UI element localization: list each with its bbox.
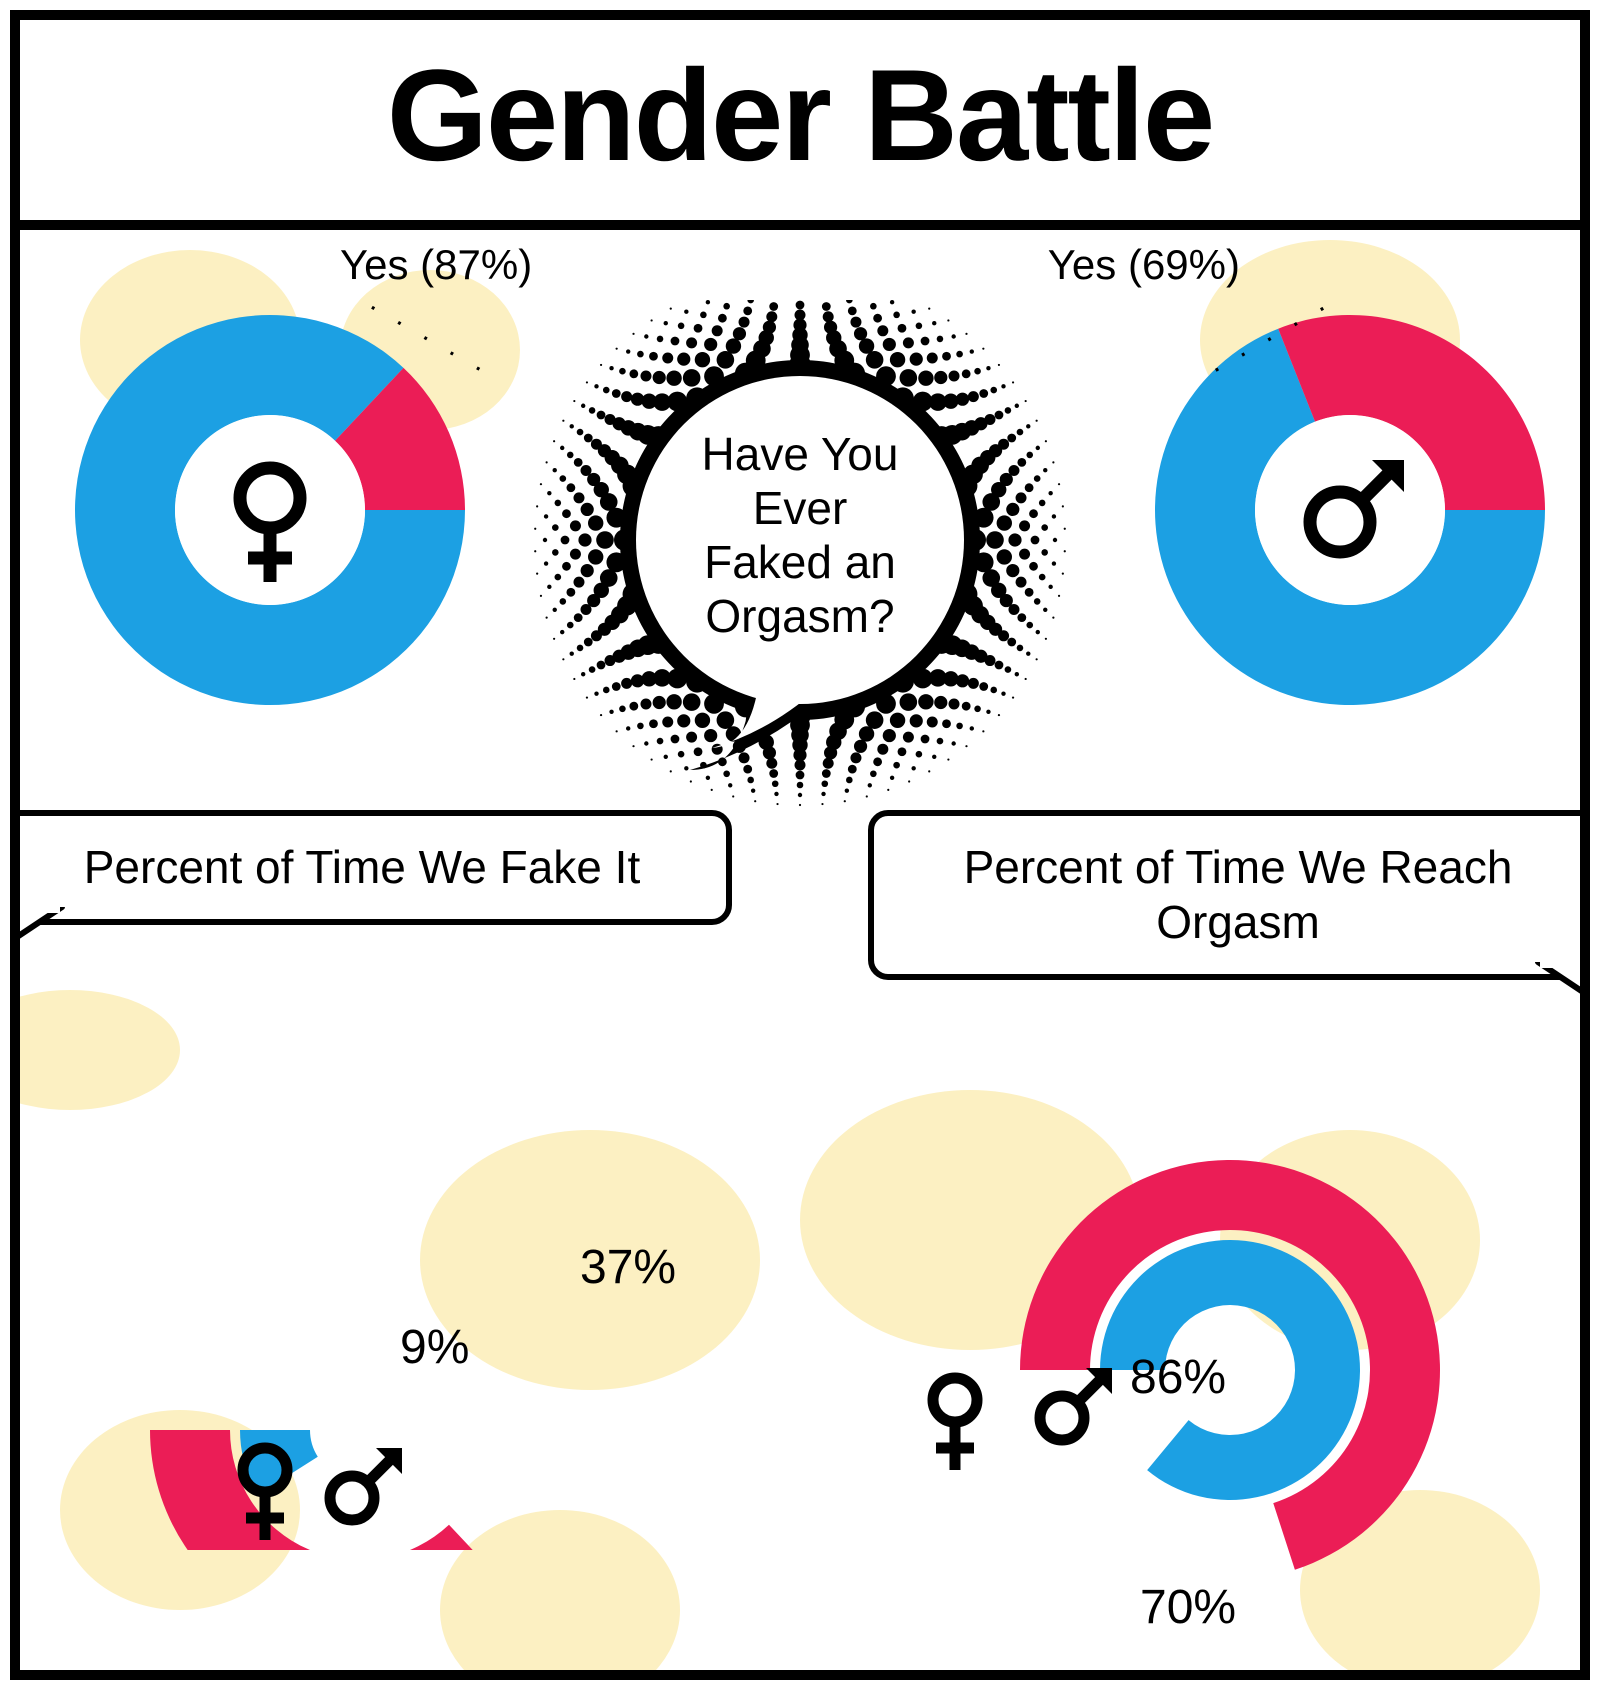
donut-chart-female [70, 310, 470, 715]
female-icon [230, 1440, 300, 1550]
reach-title: Percent of Time We Reach Orgasm [964, 841, 1513, 948]
bubble-svg: Have You Ever Faked an Orgasm? [520, 300, 1080, 820]
bubble-text-line3: Faked an [704, 536, 896, 588]
male-icon [320, 1440, 410, 1540]
reach-male-pct: 86% [1130, 1350, 1226, 1405]
bubble-text-line1: Have You [702, 428, 899, 480]
fake-it-female-pct: 37% [580, 1240, 676, 1295]
center-speech-bubble: Have You Ever Faked an Orgasm? [520, 300, 1080, 825]
donut-chart-male [1150, 310, 1550, 715]
donut-male-svg [1150, 310, 1550, 710]
label-box-tail-left [10, 907, 72, 967]
reach-svg [910, 1050, 1550, 1610]
reach-title-box: Percent of Time We Reach Orgasm [868, 810, 1590, 980]
fake-it-title-box: Percent of Time We Fake It [10, 810, 732, 925]
label-box-tail-right [1528, 962, 1590, 1022]
male-icon [1030, 1360, 1120, 1460]
donut-male-label: Yes (69%) [1048, 240, 1240, 290]
content-area: Yes (87%) · · · · · Yes (69%) · · · · · [20, 230, 1580, 1670]
bubble-text-line4: Orgasm? [705, 590, 894, 642]
reach-chart [910, 1050, 1550, 1615]
female-icon [920, 1370, 990, 1480]
reach-female-pct: 70% [1140, 1580, 1236, 1635]
bubble-text-line2: Ever [753, 482, 848, 534]
donut-female-svg [70, 310, 470, 710]
page-title: Gender Battle [20, 20, 1580, 230]
donut-female-label: Yes (87%) [340, 240, 532, 290]
fake-it-title: Percent of Time We Fake It [84, 841, 640, 893]
infographic-frame: Gender Battle [10, 10, 1590, 1680]
fake-it-male-pct: 9% [400, 1320, 469, 1375]
